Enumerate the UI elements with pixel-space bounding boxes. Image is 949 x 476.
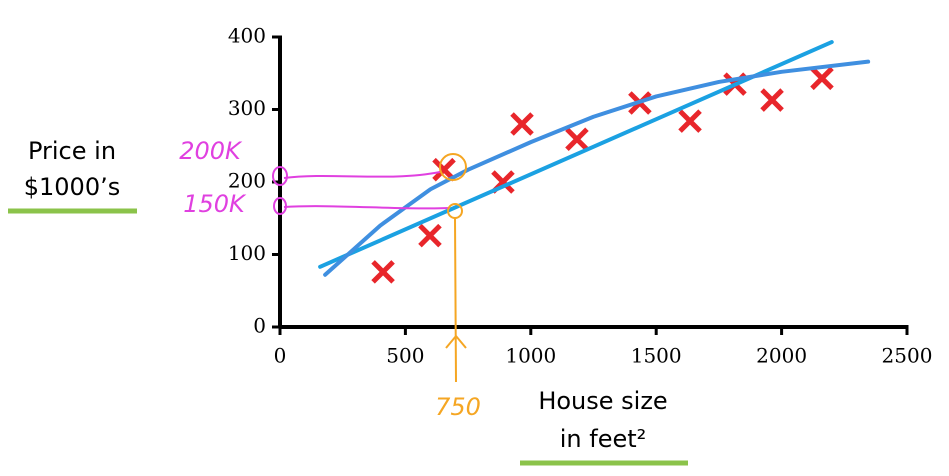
x-label: House size: [538, 387, 667, 415]
x-tick-label: 1500: [631, 344, 682, 368]
orange-arrow: [445, 217, 467, 383]
y-tick-label: 400: [228, 24, 266, 48]
data-point: [432, 157, 456, 182]
x-tick-label: 0: [274, 344, 287, 368]
pink-line: [283, 205, 451, 210]
y-tick-label: 0: [253, 314, 266, 338]
data-point: [510, 112, 534, 136]
y-label: Price in: [28, 137, 116, 165]
y-tick-label: 200: [228, 169, 266, 193]
x-tick-label: 500: [386, 344, 424, 368]
orange-circle: [439, 153, 467, 181]
y-label: $1000’s: [24, 173, 120, 201]
data-point: [371, 260, 395, 284]
data-point: [760, 88, 784, 112]
data-point: [418, 223, 442, 248]
pink-circle: [273, 197, 287, 215]
plot: 0 100 200 300 400 0 500 1000 1500 2000 2500: [228, 24, 933, 368]
data-point: [565, 127, 589, 151]
y-tick-label: 100: [228, 241, 266, 265]
data-point: [810, 66, 834, 91]
x-label: in feet²: [560, 425, 647, 453]
annotation: 150K: [183, 190, 247, 218]
pink-circle: [272, 166, 288, 186]
data-point: [678, 109, 702, 133]
annotation: 750: [435, 393, 481, 421]
x-tick-label: 2000: [756, 344, 807, 368]
annotation-marks: [272, 153, 467, 383]
x-tick-label: 1000: [505, 344, 556, 368]
pink-line: [283, 171, 441, 179]
fit-line: [318, 40, 834, 269]
y-tick-label: 300: [228, 96, 266, 120]
annotation: 200K: [179, 137, 243, 165]
x-tick-label: 2500: [882, 344, 933, 368]
